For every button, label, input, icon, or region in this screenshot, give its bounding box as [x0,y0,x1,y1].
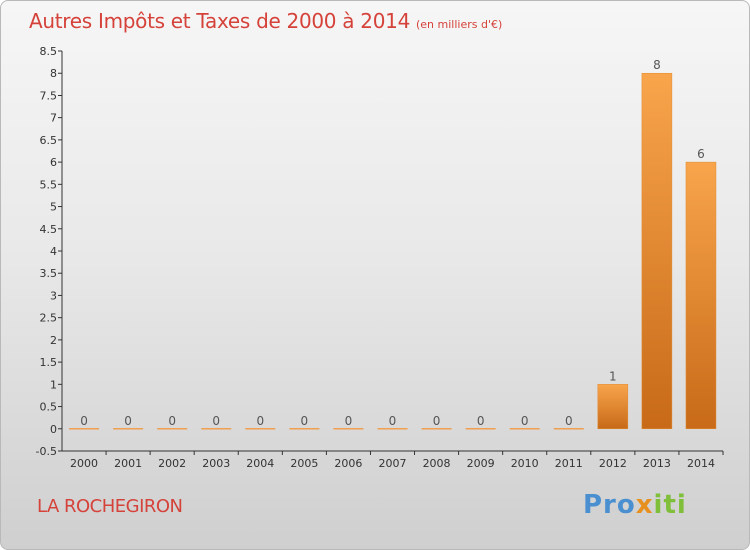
y-tick-label: 6.5 [40,134,58,147]
bar-2009 [465,428,496,430]
bar-2013 [641,72,673,430]
bar-2005 [289,428,320,430]
chart-subtitle: (en milliers d'€) [416,18,503,31]
x-tick-label-2012: 2012 [599,457,627,470]
x-tick-label-2013: 2013 [643,457,671,470]
data-label-2000: 0 [80,414,88,428]
x-tick-label-2011: 2011 [555,457,583,470]
y-tick-label: 2 [50,334,57,347]
y-tick-label: 8.5 [40,45,58,58]
y-tick-label: 3.5 [40,267,58,280]
x-tick-label-2014: 2014 [687,457,715,470]
y-tick-label: -0.5 [36,445,57,458]
bar-2007 [377,428,408,430]
data-label-2005: 0 [301,414,309,428]
y-tick-label: 0.5 [40,401,58,414]
x-tick-label-2004: 2004 [246,457,274,470]
x-tick-label-2002: 2002 [158,457,186,470]
y-tick-label: 6 [50,156,57,169]
bar-2003 [201,428,232,430]
bar-2011 [553,428,584,430]
y-tick-label: 2.5 [40,312,58,325]
logo-part-3: iti [653,490,687,520]
data-label-2012: 1 [609,369,617,383]
data-label-2003: 0 [212,414,220,428]
data-label-2007: 0 [389,414,397,428]
bar-2002 [157,428,188,430]
town-name: LA ROCHEGIRON [37,496,183,517]
y-tick-label: 3 [50,289,57,302]
bars-group: 0 0 0 0 0 0 0 0 0 0 0 0 1 8 6 [69,58,717,430]
axes-group: -0.5 0 0.5 1 1.5 2 2.5 3 3.5 4 4.5 5 5.5 6 6.5 7 7.5 8 8.5… [36,45,724,470]
x-tick-label-2001: 2001 [114,457,142,470]
y-tick-label: 7 [50,112,57,125]
bar-2010 [509,428,540,430]
bar-2000 [69,428,100,430]
x-tick-label-2005: 2005 [290,457,318,470]
y-tick-label: 4.5 [40,223,58,236]
y-tick-label: 4 [50,245,57,258]
x-tick-label-2006: 2006 [334,457,362,470]
x-tick-label-2009: 2009 [467,457,495,470]
data-label-2006: 0 [345,414,353,428]
bar-2004 [245,428,276,430]
bar-2001 [113,428,144,430]
chart-title: Autres Impôts et Taxes de 2000 à 2014 (en… [29,9,502,33]
y-tick-label: 1.5 [40,356,58,369]
data-label-2010: 0 [521,414,529,428]
data-label-2004: 0 [256,414,264,428]
x-tick-label-2003: 2003 [202,457,230,470]
bar-2012 [597,384,629,430]
logo-part-2: x [635,490,654,520]
data-label-2014: 6 [697,147,705,161]
y-tick-label: 7.5 [40,89,58,102]
chart-title-text: Autres Impôts et Taxes de 2000 à 2014 [29,9,410,33]
data-label-2002: 0 [168,414,176,428]
data-label-2013: 8 [653,58,661,72]
data-label-2011: 0 [565,414,573,428]
data-label-2008: 0 [433,414,441,428]
y-tick-label: 8 [50,67,57,80]
y-tick-label: 5.5 [40,178,58,191]
x-tick-label-2008: 2008 [423,457,451,470]
x-tick-label-2007: 2007 [379,457,407,470]
y-tick-label: 5 [50,201,57,214]
x-tick-label-2000: 2000 [70,457,98,470]
y-tick-label: 0 [50,423,57,436]
bar-2014 [685,161,717,430]
x-tick-label-2010: 2010 [511,457,539,470]
data-label-2001: 0 [124,414,132,428]
y-tick-label: 1 [50,378,57,391]
logo-part-1: Pro [583,490,636,520]
proxiti-logo: Proxiti [583,490,687,520]
bar-2006 [333,428,364,430]
bar-2008 [421,428,452,430]
data-label-2009: 0 [477,414,485,428]
